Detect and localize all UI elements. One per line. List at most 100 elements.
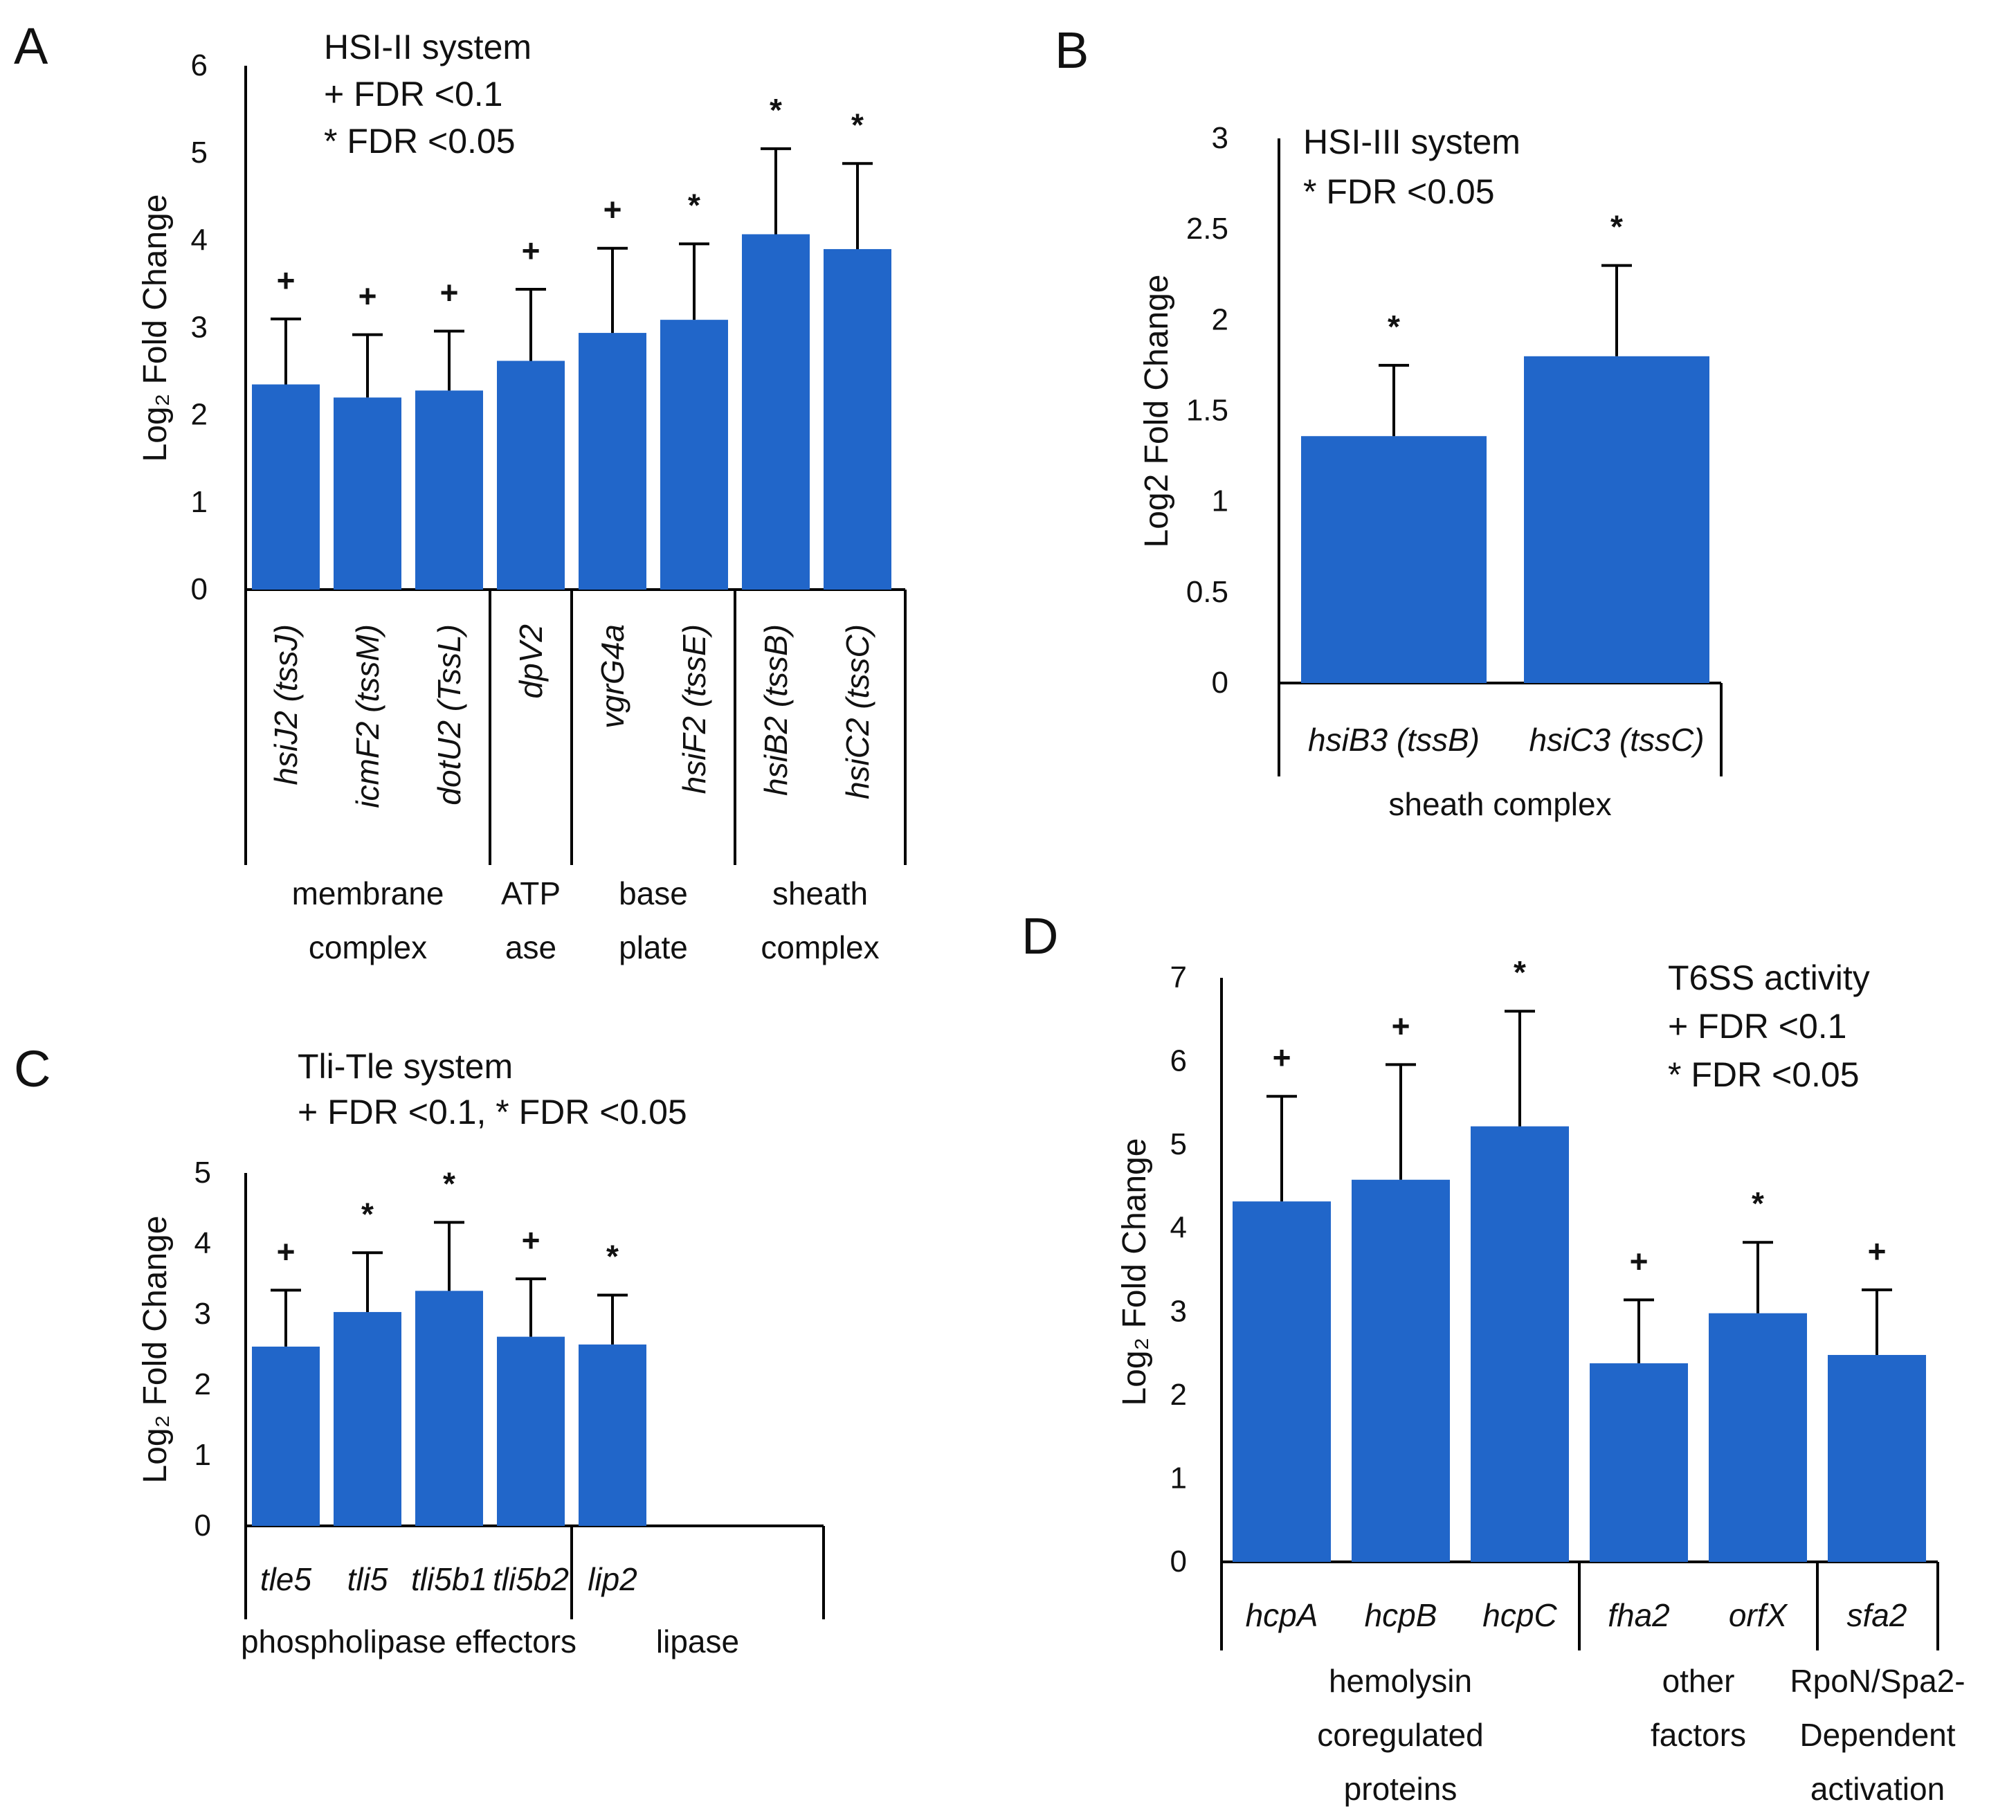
category-label: hcpA — [1246, 1597, 1318, 1633]
legend-line: + FDR <0.1 — [324, 75, 502, 113]
significance-mark: + — [1630, 1243, 1649, 1279]
group-label: activation — [1810, 1771, 1945, 1807]
group-label: other — [1662, 1663, 1735, 1699]
bar — [252, 1346, 320, 1526]
bar — [415, 1291, 483, 1526]
significance-mark: * — [1610, 209, 1623, 245]
bar — [742, 234, 810, 590]
group-label: phospholipase effectors — [241, 1623, 576, 1659]
significance-mark: + — [1273, 1039, 1291, 1075]
significance-mark: * — [688, 187, 700, 223]
y-tick-label: 3 — [1170, 1294, 1187, 1328]
y-axis-title: Log₂ Fold Change — [1116, 1138, 1153, 1406]
significance-mark: + — [358, 278, 377, 314]
y-tick-label: 2 — [191, 398, 208, 432]
category-label: tli5b2 — [493, 1561, 569, 1597]
panel-label: A — [14, 17, 48, 75]
legend-line: HSI-II system — [324, 28, 532, 66]
legend-line: T6SS activity — [1668, 958, 1870, 997]
bar — [334, 1311, 401, 1526]
category-label: tle5 — [260, 1561, 312, 1597]
group-label: Dependent — [1799, 1717, 1955, 1753]
category-label: hsiF2 (tssE) — [676, 624, 712, 794]
significance-mark: + — [603, 192, 622, 228]
panel-label: C — [14, 1040, 51, 1098]
y-tick-label: 1 — [1170, 1461, 1187, 1495]
y-tick-label: 3 — [1212, 121, 1228, 155]
y-tick-label: 1 — [191, 485, 208, 519]
y-tick-label: 3 — [191, 311, 208, 345]
y-tick-label: 0 — [191, 572, 208, 606]
significance-mark: + — [522, 1222, 541, 1258]
significance-mark: * — [1514, 954, 1526, 990]
panel-label: B — [1055, 21, 1089, 79]
group-label: hemolysin — [1329, 1663, 1472, 1699]
panel-b: B HSI-III system * FDR <0.05 0 0.5 1 1.5 2 2.5 3 L… — [1055, 21, 1723, 822]
group-label: sheath — [772, 875, 868, 911]
y-tick-label: 0 — [1212, 666, 1228, 700]
y-tick-label: 0 — [1170, 1545, 1187, 1578]
group-label: plate — [619, 929, 688, 965]
y-axis-title: Log2 Fold Change — [1138, 275, 1175, 548]
group-label: RpoN/Spa2- — [1790, 1663, 1965, 1699]
significance-mark: + — [522, 233, 541, 269]
category-label: hsiC2 (tssC) — [839, 624, 875, 799]
panel-label: D — [1021, 907, 1058, 965]
y-tick-label: 1.5 — [1186, 394, 1228, 428]
category-label: dotU2 (TssL) — [431, 624, 467, 806]
y-tick-label: 5 — [194, 1156, 211, 1190]
category-label: hsiC3 (tssC) — [1529, 722, 1704, 758]
panel-c: C Tli-Tle system + FDR <0.1, * FDR <0.05 0 1… — [14, 1040, 825, 1659]
significance-mark: * — [770, 92, 782, 128]
significance-mark: + — [1868, 1233, 1887, 1269]
y-tick-label: 2 — [194, 1367, 211, 1401]
y-tick-label: 2.5 — [1186, 212, 1228, 246]
bar — [1233, 1201, 1331, 1562]
category-label: dpV2 — [513, 624, 549, 698]
category-label: sfa2 — [1847, 1597, 1907, 1633]
legend-line: * FDR <0.05 — [1303, 172, 1495, 211]
category-label: hsiB3 (tssB) — [1308, 722, 1480, 758]
legend-line: Tli-Tle system — [298, 1047, 513, 1086]
y-tick-label: 2 — [1212, 302, 1228, 336]
significance-mark: * — [361, 1196, 374, 1232]
significance-mark: + — [277, 262, 296, 298]
group-label: ATP — [501, 875, 561, 911]
category-label: vgrG4a — [594, 624, 630, 729]
bar — [1352, 1179, 1450, 1562]
y-tick-label: 4 — [191, 223, 208, 257]
bar — [1524, 356, 1709, 683]
y-tick-label: 0.5 — [1186, 575, 1228, 609]
y-tick-label: 2 — [1170, 1378, 1187, 1412]
significance-mark: * — [606, 1238, 619, 1274]
significance-mark: * — [1388, 309, 1400, 345]
group-label: coregulated — [1317, 1717, 1483, 1753]
bar — [415, 390, 483, 590]
group-label: complex — [309, 929, 427, 965]
category-label: hsiB2 (tssB) — [758, 624, 794, 796]
bar — [660, 320, 728, 590]
group-label: sheath complex — [1388, 786, 1611, 822]
significance-mark: + — [277, 1233, 296, 1269]
bar — [1471, 1126, 1569, 1562]
category-label: tli5 — [347, 1561, 388, 1597]
y-tick-label: 6 — [1170, 1044, 1187, 1078]
category-label: hcpC — [1482, 1597, 1557, 1633]
y-tick-label: 0 — [194, 1509, 211, 1543]
y-axis-title: Log₂ Fold Change — [137, 1216, 174, 1484]
y-tick-label: 1 — [194, 1438, 211, 1472]
bar — [497, 361, 565, 590]
panel-a: A HSI-II system + FDR <0.1 * FDR <0.05 0 1 2 3 4… — [14, 17, 907, 965]
significance-mark: * — [1752, 1185, 1764, 1221]
y-tick-label: 1 — [1212, 484, 1228, 518]
group-label: complex — [761, 929, 879, 965]
category-label: hsiJ2 (tssJ) — [268, 624, 304, 785]
y-tick-label: 3 — [194, 1297, 211, 1331]
significance-mark: + — [440, 275, 459, 311]
category-label: hcpB — [1365, 1597, 1437, 1633]
y-tick-label: 4 — [194, 1226, 211, 1260]
significance-mark: + — [1392, 1008, 1410, 1044]
y-tick-label: 7 — [1170, 961, 1187, 994]
group-label: lipase — [656, 1623, 739, 1659]
